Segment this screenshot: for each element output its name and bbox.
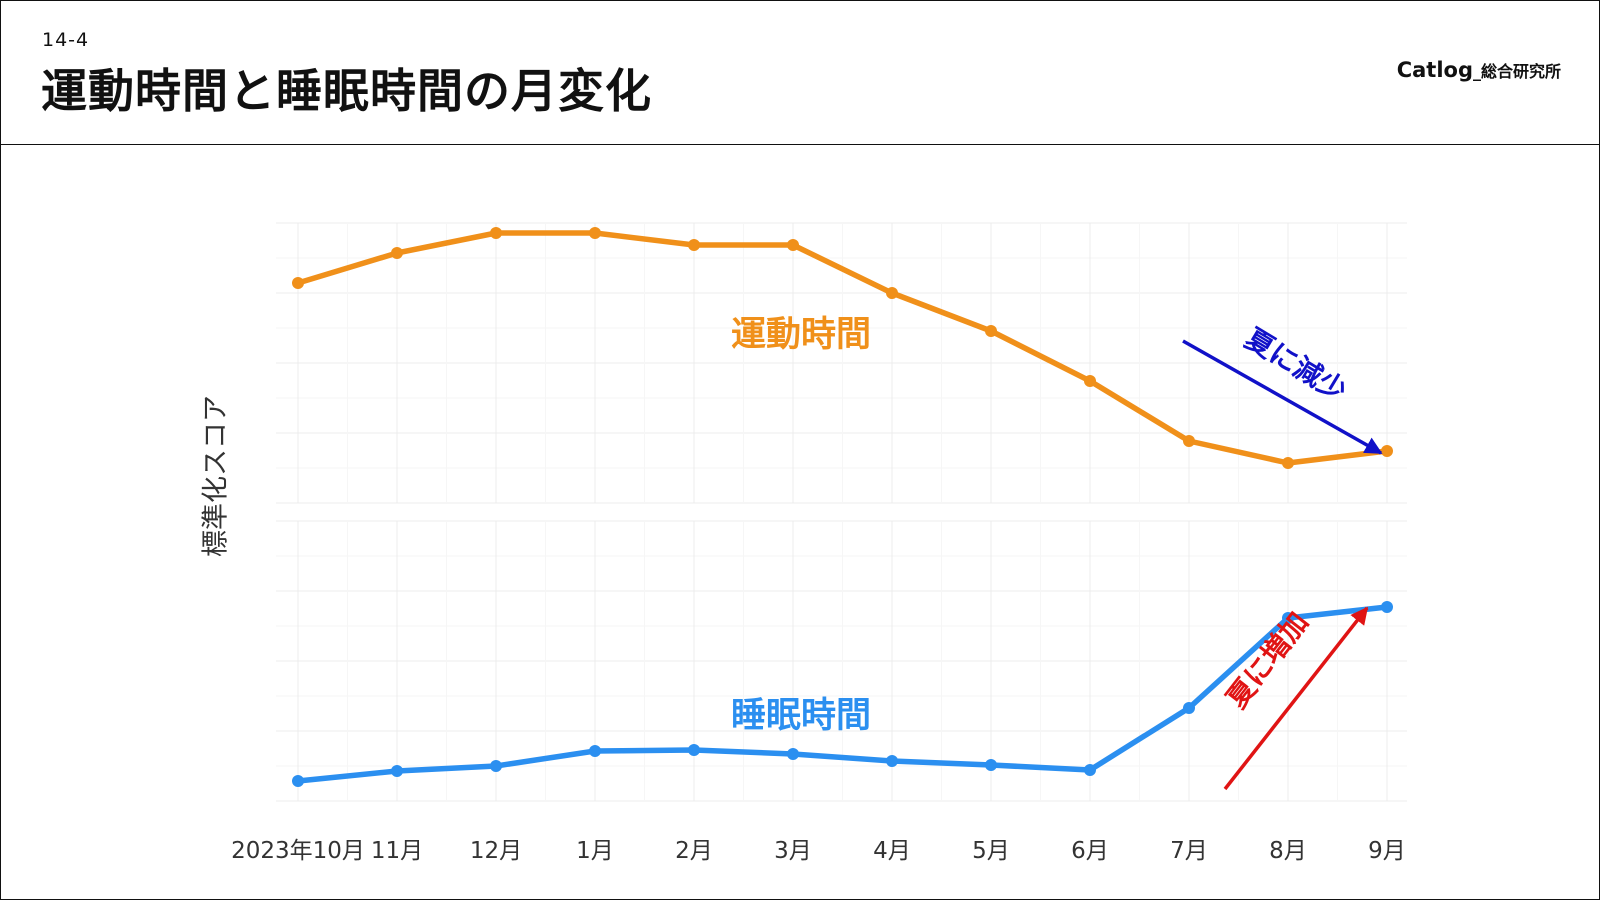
brand-logo: Catlog_総合研究所	[1397, 58, 1561, 82]
data-point	[391, 765, 403, 777]
increase-arrow	[1223, 606, 1369, 791]
y-axis-label: 標準化スコア	[201, 395, 232, 557]
data-point	[1381, 601, 1393, 613]
decrease-annotation: 夏に減少	[1239, 322, 1352, 408]
data-point	[1381, 445, 1393, 457]
data-point	[787, 748, 799, 760]
x-tick-label: 12月	[470, 838, 522, 864]
decrease-arrow	[1182, 339, 1383, 455]
data-point	[391, 247, 403, 259]
data-point	[1084, 764, 1096, 776]
x-tick-label: 7月	[1170, 838, 1208, 864]
x-tick-label: 9月	[1368, 838, 1406, 864]
slide-header: 14-4 運動時間と睡眠時間の月変化 Catlog_総合研究所	[1, 1, 1599, 145]
x-tick-label: 6月	[1071, 838, 1109, 864]
data-point	[1282, 457, 1294, 469]
x-tick-label: 11月	[371, 838, 423, 864]
series-label-exercise: 運動時間	[731, 315, 871, 355]
brand-suffix: _総合研究所	[1472, 62, 1561, 81]
slide-number: 14-4	[42, 29, 90, 51]
data-point	[1282, 612, 1294, 624]
brand-name: Catlog	[1396, 58, 1473, 82]
series-line	[295, 230, 1390, 466]
data-point	[1084, 375, 1096, 387]
label-layer: 2023年10月 11月 12月 1月 2月 3月 4月 5月 6月 7月 8月 9月	[231, 838, 1406, 864]
page-title: 運動時間と睡眠時間の月変化	[41, 64, 652, 118]
data-point	[985, 759, 997, 771]
x-tick-label: 3月	[774, 838, 812, 864]
data-point	[886, 755, 898, 767]
data-point	[886, 287, 898, 299]
x-tick-label: 5月	[972, 838, 1010, 864]
data-point	[688, 239, 700, 251]
grid	[276, 222, 1407, 802]
data-point	[1183, 435, 1195, 447]
data-point	[490, 760, 502, 772]
x-tick-label: 2月	[675, 838, 713, 864]
data-point	[1183, 702, 1195, 714]
x-tick-label: 4月	[873, 838, 911, 864]
data-point	[787, 239, 799, 251]
data-point	[292, 277, 304, 289]
x-tick-label: 2023年10月	[231, 838, 365, 864]
series-label-sleep: 睡眠時間	[731, 696, 871, 736]
data-point	[490, 227, 502, 239]
data-point	[985, 325, 997, 337]
series-line	[295, 604, 1390, 784]
increase-annotation: 夏に増加	[1220, 606, 1315, 715]
data-point	[589, 745, 601, 757]
data-point	[589, 227, 601, 239]
series-layer	[292, 227, 1393, 787]
x-tick-label: 1月	[576, 838, 614, 864]
x-tick-label: 8月	[1269, 838, 1307, 864]
data-point	[292, 775, 304, 787]
data-point	[688, 744, 700, 756]
